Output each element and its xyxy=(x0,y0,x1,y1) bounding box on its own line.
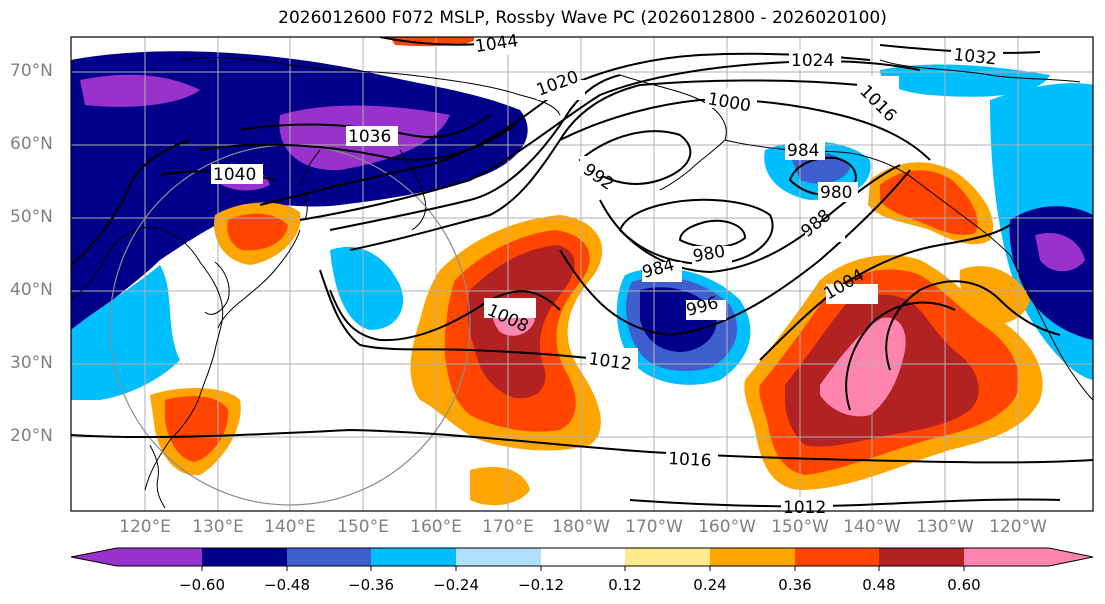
coastline-korea xyxy=(204,261,230,315)
isobar-line-1032-west xyxy=(199,124,516,161)
colorbar-segment xyxy=(117,548,202,566)
coastline-alaska xyxy=(619,74,1011,256)
lon-label-140w: 140°W xyxy=(843,517,901,537)
coastline-north-america-west xyxy=(1009,254,1093,401)
lat-label-40n: 40°N xyxy=(10,280,53,300)
lon-label-160w: 160°W xyxy=(698,517,756,537)
colorbar-tick-label: 0.48 xyxy=(862,576,896,594)
colorbar-segment xyxy=(541,548,625,566)
lon-label-170w: 170°W xyxy=(625,517,683,537)
isobar-line-1012-south xyxy=(629,498,1061,508)
isobar-labels: 1044 1024 1032 1016 1020 1000 1036 992 9… xyxy=(211,31,1003,518)
lat-label-20n: 20°N xyxy=(10,426,53,446)
colorbar-segment xyxy=(625,548,710,566)
colorbar-tick-label: −0.36 xyxy=(348,576,394,594)
isobar-line-1020-west xyxy=(71,139,191,266)
colorbar-tick-label: 0.12 xyxy=(608,576,642,594)
isobar-line-1016-east xyxy=(885,280,1061,371)
anomaly-fill-negative-arctic-edge xyxy=(880,64,1050,97)
lat-label-70n: 70°N xyxy=(10,61,53,81)
colorbar-tick-label: −0.48 xyxy=(264,576,310,594)
colorbar-segment xyxy=(456,548,541,566)
lat-label-50n: 50°N xyxy=(10,207,53,227)
lon-label-170e: 170°E xyxy=(482,517,534,537)
isobar-line-1016-south xyxy=(71,428,1093,464)
lon-label-160e: 160°E xyxy=(410,517,462,537)
coastline-east-asia xyxy=(71,226,224,491)
colorbar-segment xyxy=(202,548,287,566)
isobar-line-1004 xyxy=(759,224,1011,361)
isobar-label: 1040 xyxy=(213,165,256,185)
isobar-line-992 xyxy=(578,130,692,185)
colorbar-extend-low xyxy=(71,548,117,566)
colorbar-segment xyxy=(795,548,879,566)
map-frame xyxy=(70,36,1094,512)
coastline-siberia xyxy=(179,57,561,116)
colorbar-tick-label: −0.12 xyxy=(518,576,564,594)
colorbar-segment xyxy=(371,548,456,566)
colorbar-tick-label: 0.60 xyxy=(947,576,981,594)
lon-label-150e: 150°E xyxy=(337,517,389,537)
isobar-label: 1036 xyxy=(348,127,391,147)
coastline-sakhalin-kamchatka xyxy=(299,149,427,231)
lon-label-130e: 130°E xyxy=(192,517,244,537)
anomaly-fill-negative-north-asia-core xyxy=(80,74,450,191)
lon-label-120w: 120°W xyxy=(989,517,1047,537)
colorbar-outline xyxy=(70,547,1094,567)
isobar-line-1008-east xyxy=(845,301,956,411)
isobar-label: 980 xyxy=(820,183,852,203)
colorbar-tick-label: 0.36 xyxy=(778,576,812,594)
isobar-line-984 xyxy=(618,198,774,265)
colorbar-segment xyxy=(964,548,1049,566)
colorbar xyxy=(70,547,1094,571)
lon-label-120e: 120°E xyxy=(119,517,171,537)
colorbar-tick-label: −0.24 xyxy=(433,576,479,594)
anomaly-fill-positive-east-asia-core xyxy=(227,213,288,251)
anomaly-fill-positive-gulf-alaska-core xyxy=(880,170,978,235)
isobar-label: 1024 xyxy=(791,51,834,71)
colorbar-tick-label: −0.60 xyxy=(179,576,225,594)
lon-label-140e: 140°E xyxy=(264,517,316,537)
colorbar-segment xyxy=(287,548,371,566)
isobar-line-1036 xyxy=(239,114,491,139)
isobar-line-980-gulf xyxy=(788,156,857,197)
graticule xyxy=(71,37,1093,511)
anomaly-fill-negative-west-pacific xyxy=(330,246,404,330)
anomaly-fill-positive-subtropical-west-core xyxy=(165,396,229,462)
anomaly-fill-positive-central-south xyxy=(470,466,530,506)
isobar-line-1000 xyxy=(559,98,931,161)
isobar-line-1012 xyxy=(319,269,621,363)
lon-label-180w: 180°W xyxy=(552,517,610,537)
anomaly-fill-negative-japan-fringe xyxy=(71,265,180,400)
lat-label-30n: 30°N xyxy=(10,353,53,373)
colorbar-segment xyxy=(710,548,795,566)
isobar-line-988 xyxy=(599,164,901,274)
colorbar-segment xyxy=(879,548,964,566)
colorbar-tick-label: 0.24 xyxy=(693,576,727,594)
anomaly-fill-negative-north-america-purple xyxy=(1035,232,1085,272)
isobar-line-1008 xyxy=(329,289,561,342)
coastline-canadian-arctic xyxy=(879,59,1081,83)
coastline-japan xyxy=(217,189,308,329)
isobar-label: 1032 xyxy=(952,45,997,69)
coastlines xyxy=(71,57,1093,509)
lon-label-130w: 130°W xyxy=(916,517,974,537)
anomaly-fill-positive-east-pacific-pink xyxy=(820,317,906,417)
isobar-line-1020 xyxy=(329,74,621,231)
isobar-label: 1016 xyxy=(668,449,712,471)
lon-label-150w: 150°W xyxy=(771,517,829,537)
isobar-line-996 xyxy=(559,169,911,337)
coastline-philippines xyxy=(149,444,166,509)
map-title: 2026012600 F072 MSLP, Rossby Wave PC (20… xyxy=(278,8,887,28)
isobar-label: 1012 xyxy=(783,498,826,518)
anomaly-fill-negative-north-america-core xyxy=(1009,206,1093,340)
lat-label-60n: 60°N xyxy=(10,134,53,154)
colorbar-extend-high xyxy=(1049,548,1093,566)
isobar-label: 984 xyxy=(787,141,819,161)
